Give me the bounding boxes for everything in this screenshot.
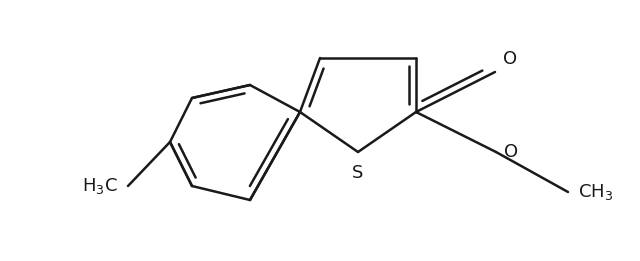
Text: O: O (503, 50, 517, 68)
Text: CH$_3$: CH$_3$ (578, 182, 613, 202)
Text: S: S (352, 164, 364, 182)
Text: H$_3$C: H$_3$C (82, 176, 118, 196)
Text: O: O (504, 143, 518, 161)
